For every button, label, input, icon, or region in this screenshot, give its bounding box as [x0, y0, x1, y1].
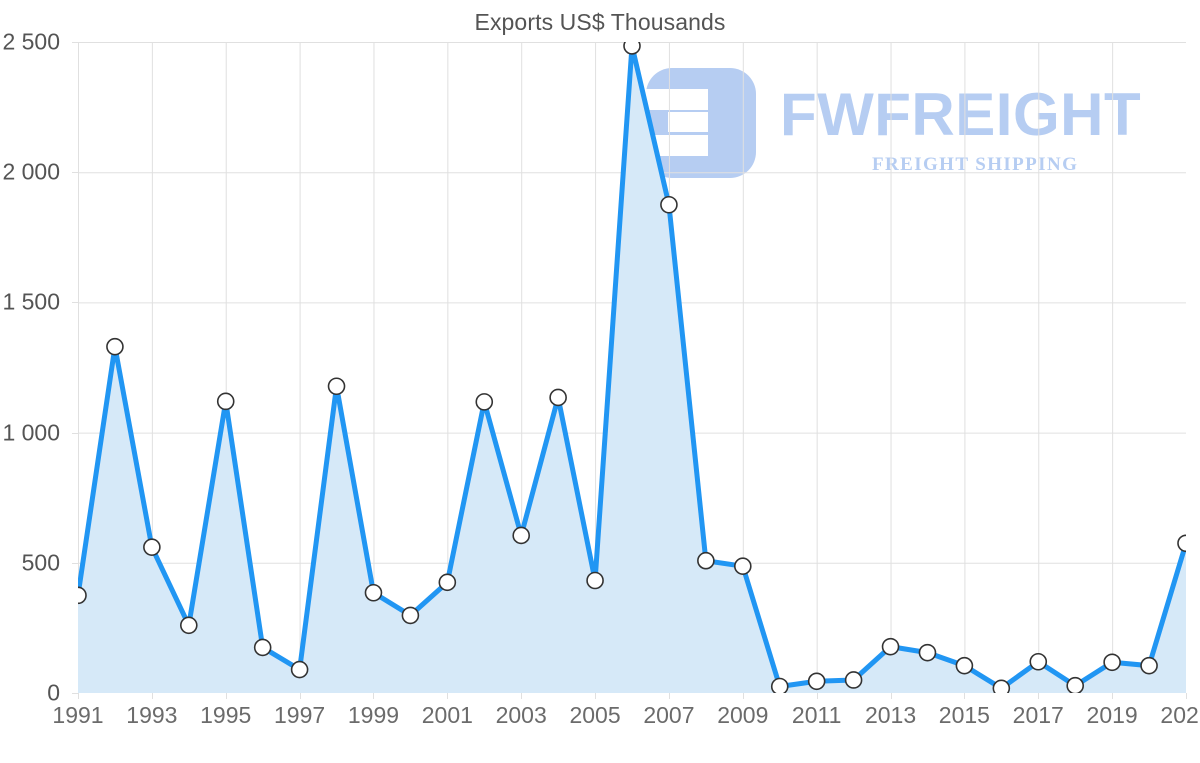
x-axis-tick-mark [78, 693, 79, 699]
plot-area [78, 42, 1186, 693]
data-point-marker[interactable] [770, 677, 789, 693]
data-point-marker[interactable] [290, 660, 309, 679]
x-axis-tick-mark [1112, 693, 1114, 699]
data-point-marker[interactable] [549, 388, 567, 407]
y-axis-tick-label: 1 500 [2, 288, 60, 315]
x-axis-tick-label: 1993 [126, 702, 178, 728]
data-point-marker[interactable] [78, 586, 87, 605]
x-axis-tick-label: 2011 [791, 702, 842, 728]
x-axis-tick-label: 2019 [1086, 702, 1138, 728]
data-point-marker[interactable] [1177, 534, 1186, 553]
x-axis-tick-label: 2013 [864, 702, 917, 728]
data-point-marker[interactable] [1029, 652, 1048, 671]
data-point-marker[interactable] [512, 526, 531, 545]
data-point-marker[interactable] [844, 671, 863, 689]
y-axis-tick-mark [72, 42, 78, 43]
x-axis-tick-label: 1999 [347, 702, 400, 728]
x-axis-tick-label: 2017 [1012, 702, 1064, 728]
data-point-marker[interactable] [253, 638, 272, 657]
chart-canvas [78, 42, 1186, 693]
data-point-marker[interactable] [623, 42, 641, 55]
x-axis-tick-mark [299, 693, 301, 699]
data-point-marker[interactable] [1140, 656, 1158, 675]
y-axis-tick-mark [72, 302, 78, 304]
data-point-marker[interactable] [216, 392, 235, 411]
y-axis-tick-mark [72, 432, 78, 434]
data-point-marker[interactable] [438, 573, 457, 592]
x-axis-tick-label: 2005 [569, 702, 621, 728]
data-point-marker[interactable] [807, 672, 826, 691]
x-axis-tick-label: 2015 [938, 702, 990, 728]
x-axis-tick-label: 2009 [717, 702, 769, 728]
x-axis-tick-mark [225, 693, 227, 699]
x-axis-tick-mark [964, 693, 966, 699]
x-axis-tick-mark [742, 693, 744, 699]
data-point-marker[interactable] [1066, 676, 1084, 693]
data-point-marker[interactable] [364, 583, 383, 602]
x-axis-tick-mark [521, 693, 523, 699]
data-point-marker[interactable] [586, 571, 604, 590]
x-axis-tick-mark [447, 693, 449, 699]
y-axis-tick-label: 500 [21, 549, 60, 576]
x-axis-tick-mark [1186, 693, 1187, 699]
x-axis-tick-mark [816, 693, 818, 699]
data-point-marker[interactable] [475, 393, 494, 411]
y-axis-tick-label: 0 [47, 679, 60, 706]
data-point-marker[interactable] [881, 637, 900, 656]
x-axis-tick-label: 1997 [274, 702, 326, 728]
x-axis-tick-label: 2003 [495, 702, 547, 728]
data-point-marker[interactable] [992, 679, 1011, 693]
x-axis-tick-label: 1995 [200, 702, 252, 728]
y-axis-tick-label: 2 000 [2, 158, 60, 185]
data-point-marker[interactable] [955, 656, 974, 675]
data-point-marker[interactable] [733, 557, 752, 575]
x-axis-tick-label: 2021 [1160, 702, 1200, 728]
data-point-marker[interactable] [401, 606, 420, 625]
x-axis-tick-mark [890, 693, 892, 699]
x-axis-tick-mark [1038, 693, 1040, 699]
x-axis-tick-mark [595, 693, 597, 699]
y-axis-tick-label: 2 500 [2, 28, 60, 55]
chart-title: Exports US$ Thousands [474, 9, 726, 35]
y-axis-tick-mark [72, 172, 78, 174]
data-point-marker[interactable] [697, 551, 715, 570]
y-axis-tick-mark [72, 562, 78, 564]
data-point-marker[interactable] [660, 195, 678, 214]
data-point-marker[interactable] [1103, 653, 1121, 672]
y-axis-tick-label: 1 000 [2, 419, 60, 446]
series-area-fill [78, 45, 1186, 693]
x-axis-tick-mark [373, 693, 375, 699]
data-point-marker[interactable] [327, 377, 346, 396]
data-point-marker[interactable] [180, 616, 198, 635]
data-point-marker[interactable] [143, 538, 161, 556]
x-axis-tick-mark [151, 693, 153, 699]
data-point-marker[interactable] [918, 643, 937, 662]
data-point-marker[interactable] [106, 337, 124, 356]
y-axis-tick-mark [72, 693, 78, 694]
x-axis-tick-label: 1991 [52, 702, 104, 728]
x-axis-tick-label: 2007 [643, 702, 695, 728]
x-axis-tick-mark [668, 693, 670, 699]
x-axis-tick-label: 2001 [421, 702, 473, 728]
